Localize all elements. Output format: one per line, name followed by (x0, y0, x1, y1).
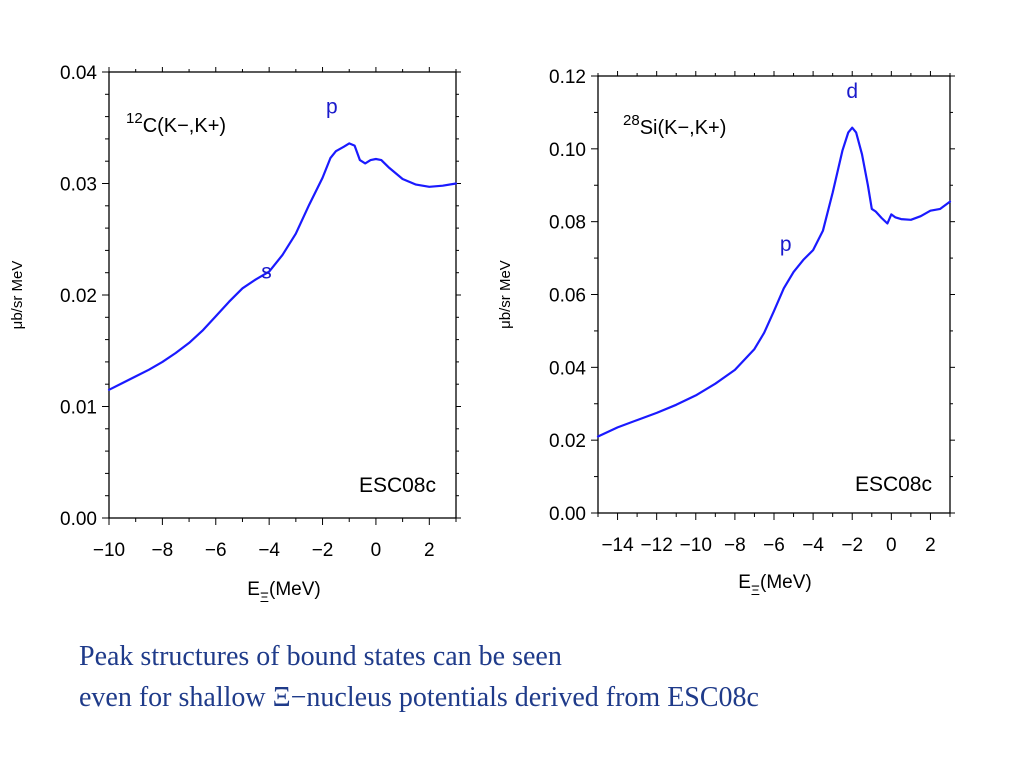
y-tick-label: 0.03 (60, 175, 97, 196)
y-tick-label: 0.12 (549, 67, 586, 88)
y-tick-label: 0.00 (60, 509, 97, 530)
peak-label: p (326, 95, 338, 118)
x-tick-label: −8 (724, 535, 746, 556)
silicon-28-chart: −14 −12 −10 −8 −6 −4 −2 0 2 0.00 0.02 0.04 0.06 0.08 0… (497, 67, 955, 598)
plot-frame (597, 75, 951, 514)
y-tick-label: 0.04 (60, 63, 97, 84)
peak-label: d (846, 80, 858, 103)
y-tick-label: 0.02 (60, 286, 97, 307)
x-tick-label: −10 (680, 535, 712, 556)
y-tick-label: 0.08 (549, 213, 586, 234)
reaction-title: 12C(K−,K+) (126, 110, 226, 137)
x-tick-label: −4 (258, 540, 280, 561)
x-tick-label: −6 (205, 540, 227, 561)
x-tick-label: 2 (424, 540, 435, 561)
x-axis-label: EΞ(MeV) (247, 579, 321, 605)
x-tick-label: −14 (601, 535, 634, 556)
x-tick-label: −10 (93, 540, 125, 561)
model-label: ESC08c (855, 473, 932, 496)
x-tick-label: 0 (371, 540, 382, 561)
reaction-title: 28Si(K−,K+) (623, 112, 726, 139)
carbon-12-chart: −10 −8 −6 −4 −2 0 2 0.00 0.01 0.02 0.03 0.04 μb/sr M… (9, 63, 461, 605)
x-tick-label: −8 (152, 540, 174, 561)
caption-line-1: Peak structures of bound states can be s… (79, 641, 562, 672)
y-axis-label: μb/sr MeV (497, 260, 514, 329)
cross-section-curve (107, 142, 458, 391)
y-tick-label: 0.01 (60, 398, 97, 419)
x-axis-label: EΞ(MeV) (738, 572, 812, 598)
y-tick-label: 0.10 (549, 140, 586, 161)
y-axis-label: μb/sr MeV (9, 261, 26, 330)
x-tick-label: −6 (763, 535, 785, 556)
cross-section-curve (596, 126, 952, 438)
x-tick-label: −2 (841, 535, 863, 556)
peak-label: p (780, 233, 792, 256)
y-tick-label: 0.00 (549, 504, 586, 525)
peak-label: s (261, 260, 272, 283)
caption-line-2: even for shallow Ξ−nucleus potentials de… (79, 682, 759, 713)
model-label: ESC08c (359, 474, 436, 497)
x-tick-label: 0 (886, 535, 897, 556)
y-tick-label: 0.04 (549, 358, 586, 379)
y-tick-label: 0.06 (549, 286, 586, 307)
x-tick-label: −4 (802, 535, 824, 556)
y-tick-label: 0.02 (549, 431, 586, 452)
x-tick-label: −12 (641, 535, 673, 556)
x-tick-label: 2 (925, 535, 936, 556)
x-tick-label: −2 (312, 540, 334, 561)
charts-area: −10 −8 −6 −4 −2 0 2 0.00 0.01 0.02 0.03 0.04 μb/sr M… (9, 63, 955, 605)
plot-frame (108, 71, 457, 519)
slide-caption: Peak structures of bound states can be s… (79, 636, 759, 718)
